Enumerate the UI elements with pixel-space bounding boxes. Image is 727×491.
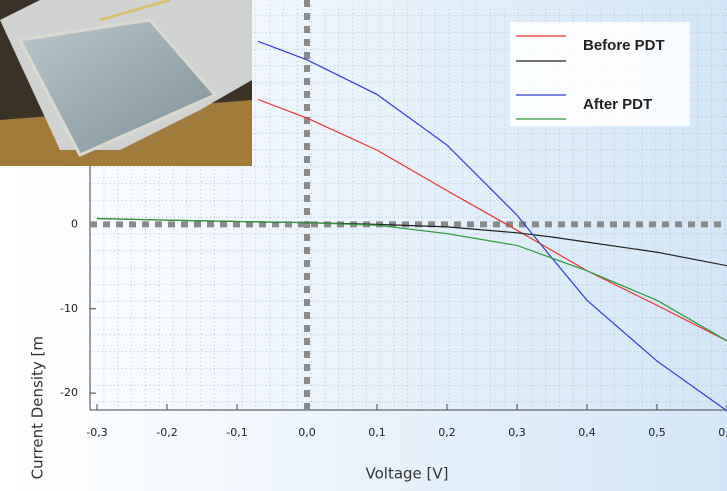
y-tick-label: -20 [60,386,78,399]
y-axis-title: Current Density [m [29,336,47,479]
photo-inset [0,0,252,166]
legend-box [510,22,690,126]
x-tick-label: 0,1 [368,426,386,439]
series-line [96,217,727,342]
x-tick-label: -0,3 [86,426,107,439]
series-line [257,40,727,412]
legend-label: Before PDT [583,37,665,54]
legend: Before PDT After PDT [510,22,690,126]
x-tick-label: 0,5 [648,426,666,439]
x-tick-label: 0,6 [718,426,727,439]
x-tick-label: -0,1 [226,426,247,439]
x-tick-label: 0,0 [298,426,316,439]
x-tick-label: -0,2 [156,426,177,439]
x-tick-label: 0,4 [578,426,596,439]
series-line [257,98,727,342]
y-tick-label: -10 [60,302,78,315]
y-tick-label: 0 [71,217,78,230]
x-axis-title: Voltage [V] [366,465,449,483]
x-tick-label: 0,3 [508,426,526,439]
x-tick-label: 0,2 [438,426,456,439]
plot-area: -0,3 -0,2 -0,1 0,0 0,1 0,2 0,3 0,4 0,5 0,6 0 -10 -20 [60,0,727,439]
legend-label: After PDT [583,96,652,113]
